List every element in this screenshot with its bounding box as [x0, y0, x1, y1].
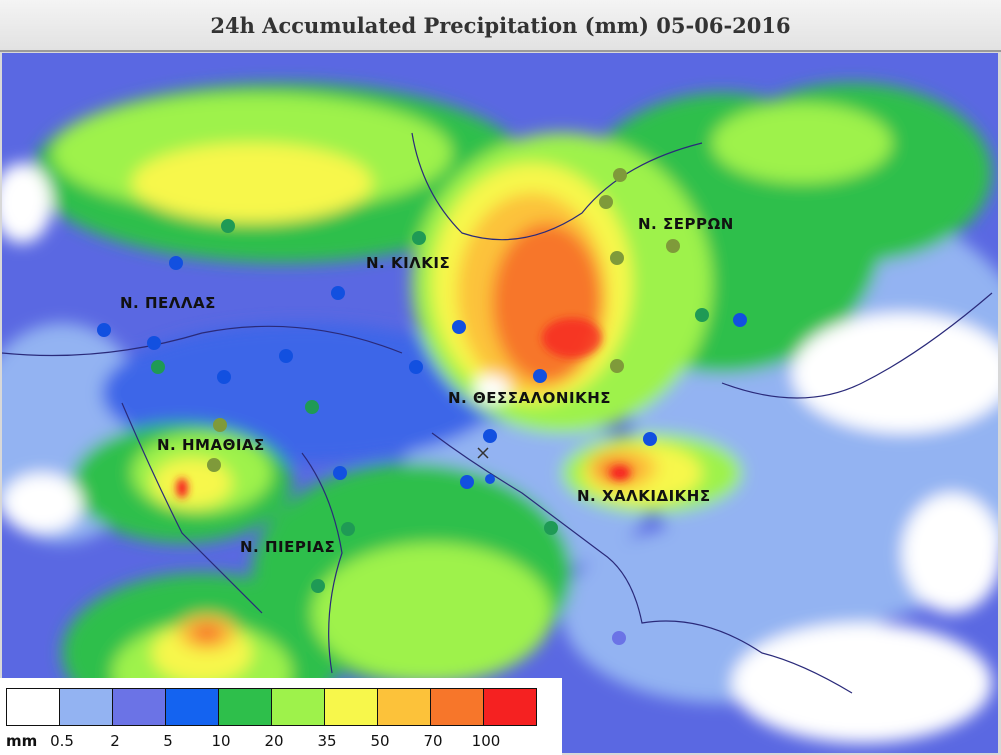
- station-dot-icon[interactable]: [221, 219, 235, 233]
- station-dot-icon[interactable]: [610, 251, 624, 265]
- region-label-pieria: Ν. ΠΙΕΡΙΑΣ: [240, 538, 336, 556]
- legend-tick: 20: [264, 732, 284, 750]
- precipitation-field: [2, 53, 998, 753]
- legend-swatches: [6, 688, 537, 726]
- station-dot-icon[interactable]: [483, 429, 497, 443]
- station-dot-icon[interactable]: [311, 579, 325, 593]
- legend-tick: 70: [423, 732, 443, 750]
- station-dot-icon[interactable]: [169, 256, 183, 270]
- legend-tick: 50: [370, 732, 390, 750]
- region-label-kilkis: Ν. ΚΙΛΚΙΣ: [366, 254, 451, 272]
- station-dot-icon[interactable]: [305, 400, 319, 414]
- color-legend: mm 0.5 2 5 10 20 35 50 70 100: [0, 678, 562, 755]
- legend-tick: 2: [110, 732, 120, 750]
- station-dot-icon[interactable]: [460, 475, 474, 489]
- map-title: 24h Accumulated Precipitation (mm) 05-06…: [210, 12, 791, 38]
- legend-tick: 35: [317, 732, 337, 750]
- station-dot-icon[interactable]: [217, 370, 231, 384]
- station-dot-icon[interactable]: [207, 458, 221, 472]
- precipitation-map[interactable]: Ν. ΠΕΛΛΑΣ Ν. ΚΙΛΚΙΣ Ν. ΣΕΡΡΩΝ Ν. ΘΕΣΣΑΛΟ…: [2, 53, 998, 753]
- legend-swatch: [60, 689, 113, 725]
- legend-swatch: [272, 689, 325, 725]
- station-dot-icon[interactable]: [533, 369, 547, 383]
- coastline-lines: [2, 132, 993, 694]
- station-dot-icon[interactable]: [97, 323, 111, 337]
- station-dot-icon[interactable]: [544, 521, 558, 535]
- station-dot-icon[interactable]: [452, 320, 466, 334]
- station-dot-icon[interactable]: [613, 168, 627, 182]
- station-dot-icon[interactable]: [151, 360, 165, 374]
- legend-swatch: [166, 689, 219, 725]
- legend-swatch: [219, 689, 272, 725]
- station-dot-icon[interactable]: [213, 418, 227, 432]
- station-dot-icon[interactable]: [279, 349, 293, 363]
- legend-unit: mm: [6, 732, 38, 750]
- station-dot-icon[interactable]: [147, 336, 161, 350]
- legend-tick: 10: [211, 732, 231, 750]
- legend-tick: 100: [471, 732, 501, 750]
- station-dot-icon[interactable]: [666, 239, 680, 253]
- station-dot-icon[interactable]: [409, 360, 423, 374]
- legend-swatch: [378, 689, 431, 725]
- region-label-imathia: Ν. ΗΜΑΘΙΑΣ: [157, 436, 265, 454]
- region-label-pella: Ν. ΠΕΛΛΑΣ: [120, 294, 216, 312]
- legend-swatch: [113, 689, 166, 725]
- station-dot-icon[interactable]: [412, 231, 426, 245]
- station-dot-icon[interactable]: [599, 195, 613, 209]
- station-dot-icon[interactable]: [610, 359, 624, 373]
- station-dot-icon[interactable]: [695, 308, 709, 322]
- city-marker-icon: [477, 447, 489, 459]
- station-dot-icon[interactable]: [331, 286, 345, 300]
- region-label-chalkidiki: Ν. ΧΑΛΚΙΔΙΚΗΣ: [577, 487, 711, 505]
- rain-field-layers: [2, 83, 998, 743]
- region-label-thessaloniki: Ν. ΘΕΣΣΑΛΟΝΙΚΗΣ: [448, 389, 611, 407]
- legend-swatch: [484, 689, 536, 725]
- station-dot-icon[interactable]: [341, 522, 355, 536]
- legend-swatch: [7, 689, 60, 725]
- station-dot-icon[interactable]: [485, 474, 495, 484]
- legend-swatch: [431, 689, 484, 725]
- legend-swatch: [325, 689, 378, 725]
- weather-stations: [97, 168, 747, 645]
- region-label-serres: Ν. ΣΕΡΡΩΝ: [638, 215, 734, 233]
- station-dot-icon[interactable]: [612, 631, 626, 645]
- station-dot-icon[interactable]: [643, 432, 657, 446]
- legend-tick: 0.5: [50, 732, 74, 750]
- map-header: 24h Accumulated Precipitation (mm) 05-06…: [0, 0, 1001, 52]
- station-dot-icon[interactable]: [733, 313, 747, 327]
- station-dot-icon[interactable]: [333, 466, 347, 480]
- heavy-rain-cores: [176, 318, 630, 498]
- legend-tick: 5: [163, 732, 173, 750]
